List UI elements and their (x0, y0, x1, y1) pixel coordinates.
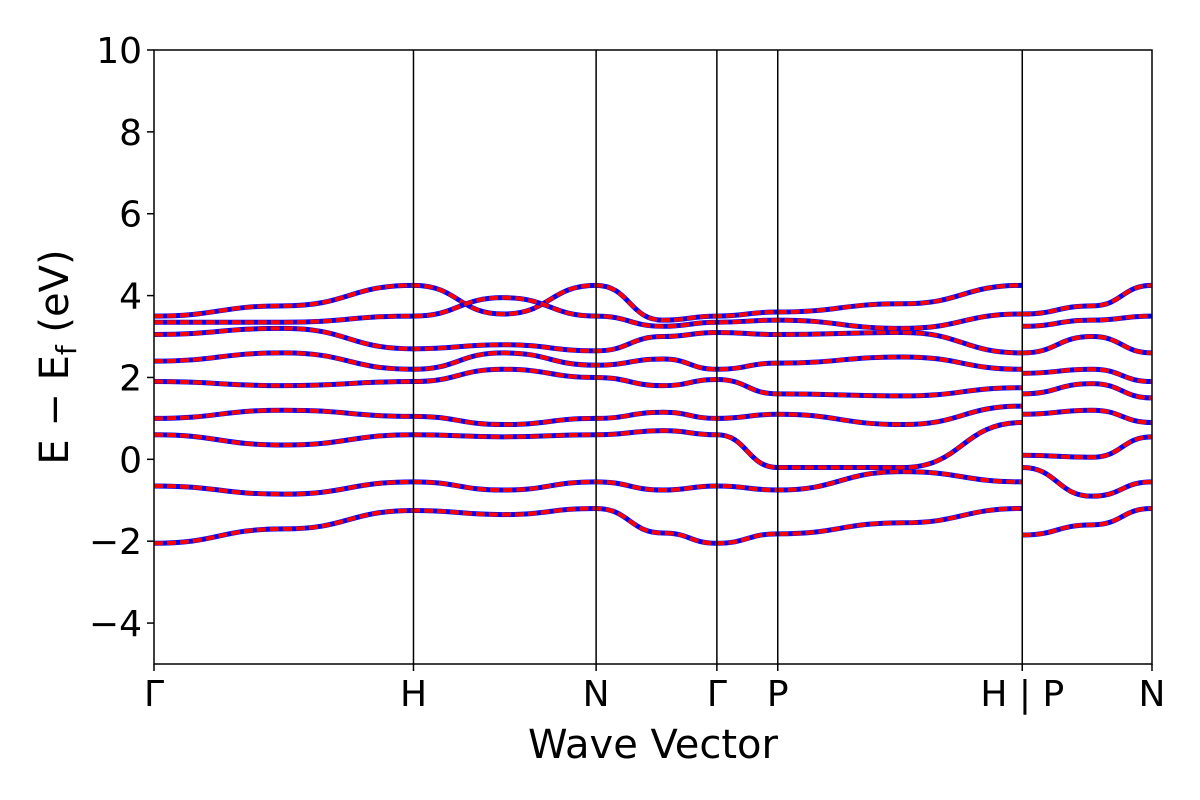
band-series-red-8 (154, 295, 1023, 331)
x-tick-label-6: N (1139, 674, 1166, 715)
band-series-blue-4 (153, 366, 1023, 399)
band-segment2-red-6 (1022, 334, 1153, 355)
y-tick-label-3: 2 (119, 358, 142, 399)
band-series-red-2 (153, 420, 1023, 470)
kpoint-vertical-lines (412, 50, 1024, 664)
y-tick-label-5: 6 (119, 195, 142, 236)
y-tick-label-4: 4 (119, 277, 142, 318)
band-segment2-red-7 (1022, 314, 1153, 329)
band-series-red-7 (153, 283, 1023, 323)
band-series-red-3 (153, 404, 1023, 427)
band-segment2-blue-0 (1022, 505, 1153, 538)
band-segment2-red-0 (1022, 506, 1153, 538)
band-segment2-red-5 (1022, 367, 1153, 384)
band-series-red-4 (153, 367, 1023, 398)
x-tick-label-2: N (583, 674, 610, 715)
y-tick-label-1: −2 (89, 522, 142, 563)
band-series-red-0 (153, 506, 1023, 546)
band-series-blue-0 (153, 505, 1023, 546)
band-series-red-6 (153, 326, 1023, 355)
band-segment2-red-3 (1022, 408, 1153, 425)
y-axis-title-subscript: f (50, 344, 83, 355)
x-axis-title: Wave Vector (528, 722, 779, 768)
x-tick-label-0: Γ (144, 674, 164, 715)
y-tick-label-2: 0 (119, 440, 142, 481)
x-tick-label-4: P (767, 674, 789, 715)
band-segment2-blue-8 (1022, 282, 1153, 317)
plot-frame (153, 49, 1153, 665)
y-axis-title: E − Ef (eV) (32, 249, 83, 464)
band-lines-group (153, 282, 1153, 546)
y-tick-label-7: 10 (96, 31, 142, 72)
band-segment2-red-8 (1022, 283, 1153, 317)
x-tick-label-5: H | P (980, 674, 1064, 715)
x-tick-label-1: H (400, 674, 427, 715)
y-tick-label-0: −4 (89, 604, 142, 645)
band-segment2-red-1 (1022, 465, 1153, 499)
y-axis-title-unit: (eV) (32, 249, 78, 345)
band-series-red-1 (153, 469, 1023, 497)
y-axis-ticks: −4 −2 0 2 4 6 8 10 (89, 31, 154, 645)
band-segment2-red-2 (1022, 434, 1153, 460)
y-axis-title-main: E − E (32, 355, 78, 465)
band-series-red-5 (153, 350, 1023, 372)
y-tick-label-6: 8 (119, 113, 142, 154)
x-tick-label-3: Γ (707, 674, 727, 715)
band-segment2-red-4 (1022, 381, 1153, 400)
